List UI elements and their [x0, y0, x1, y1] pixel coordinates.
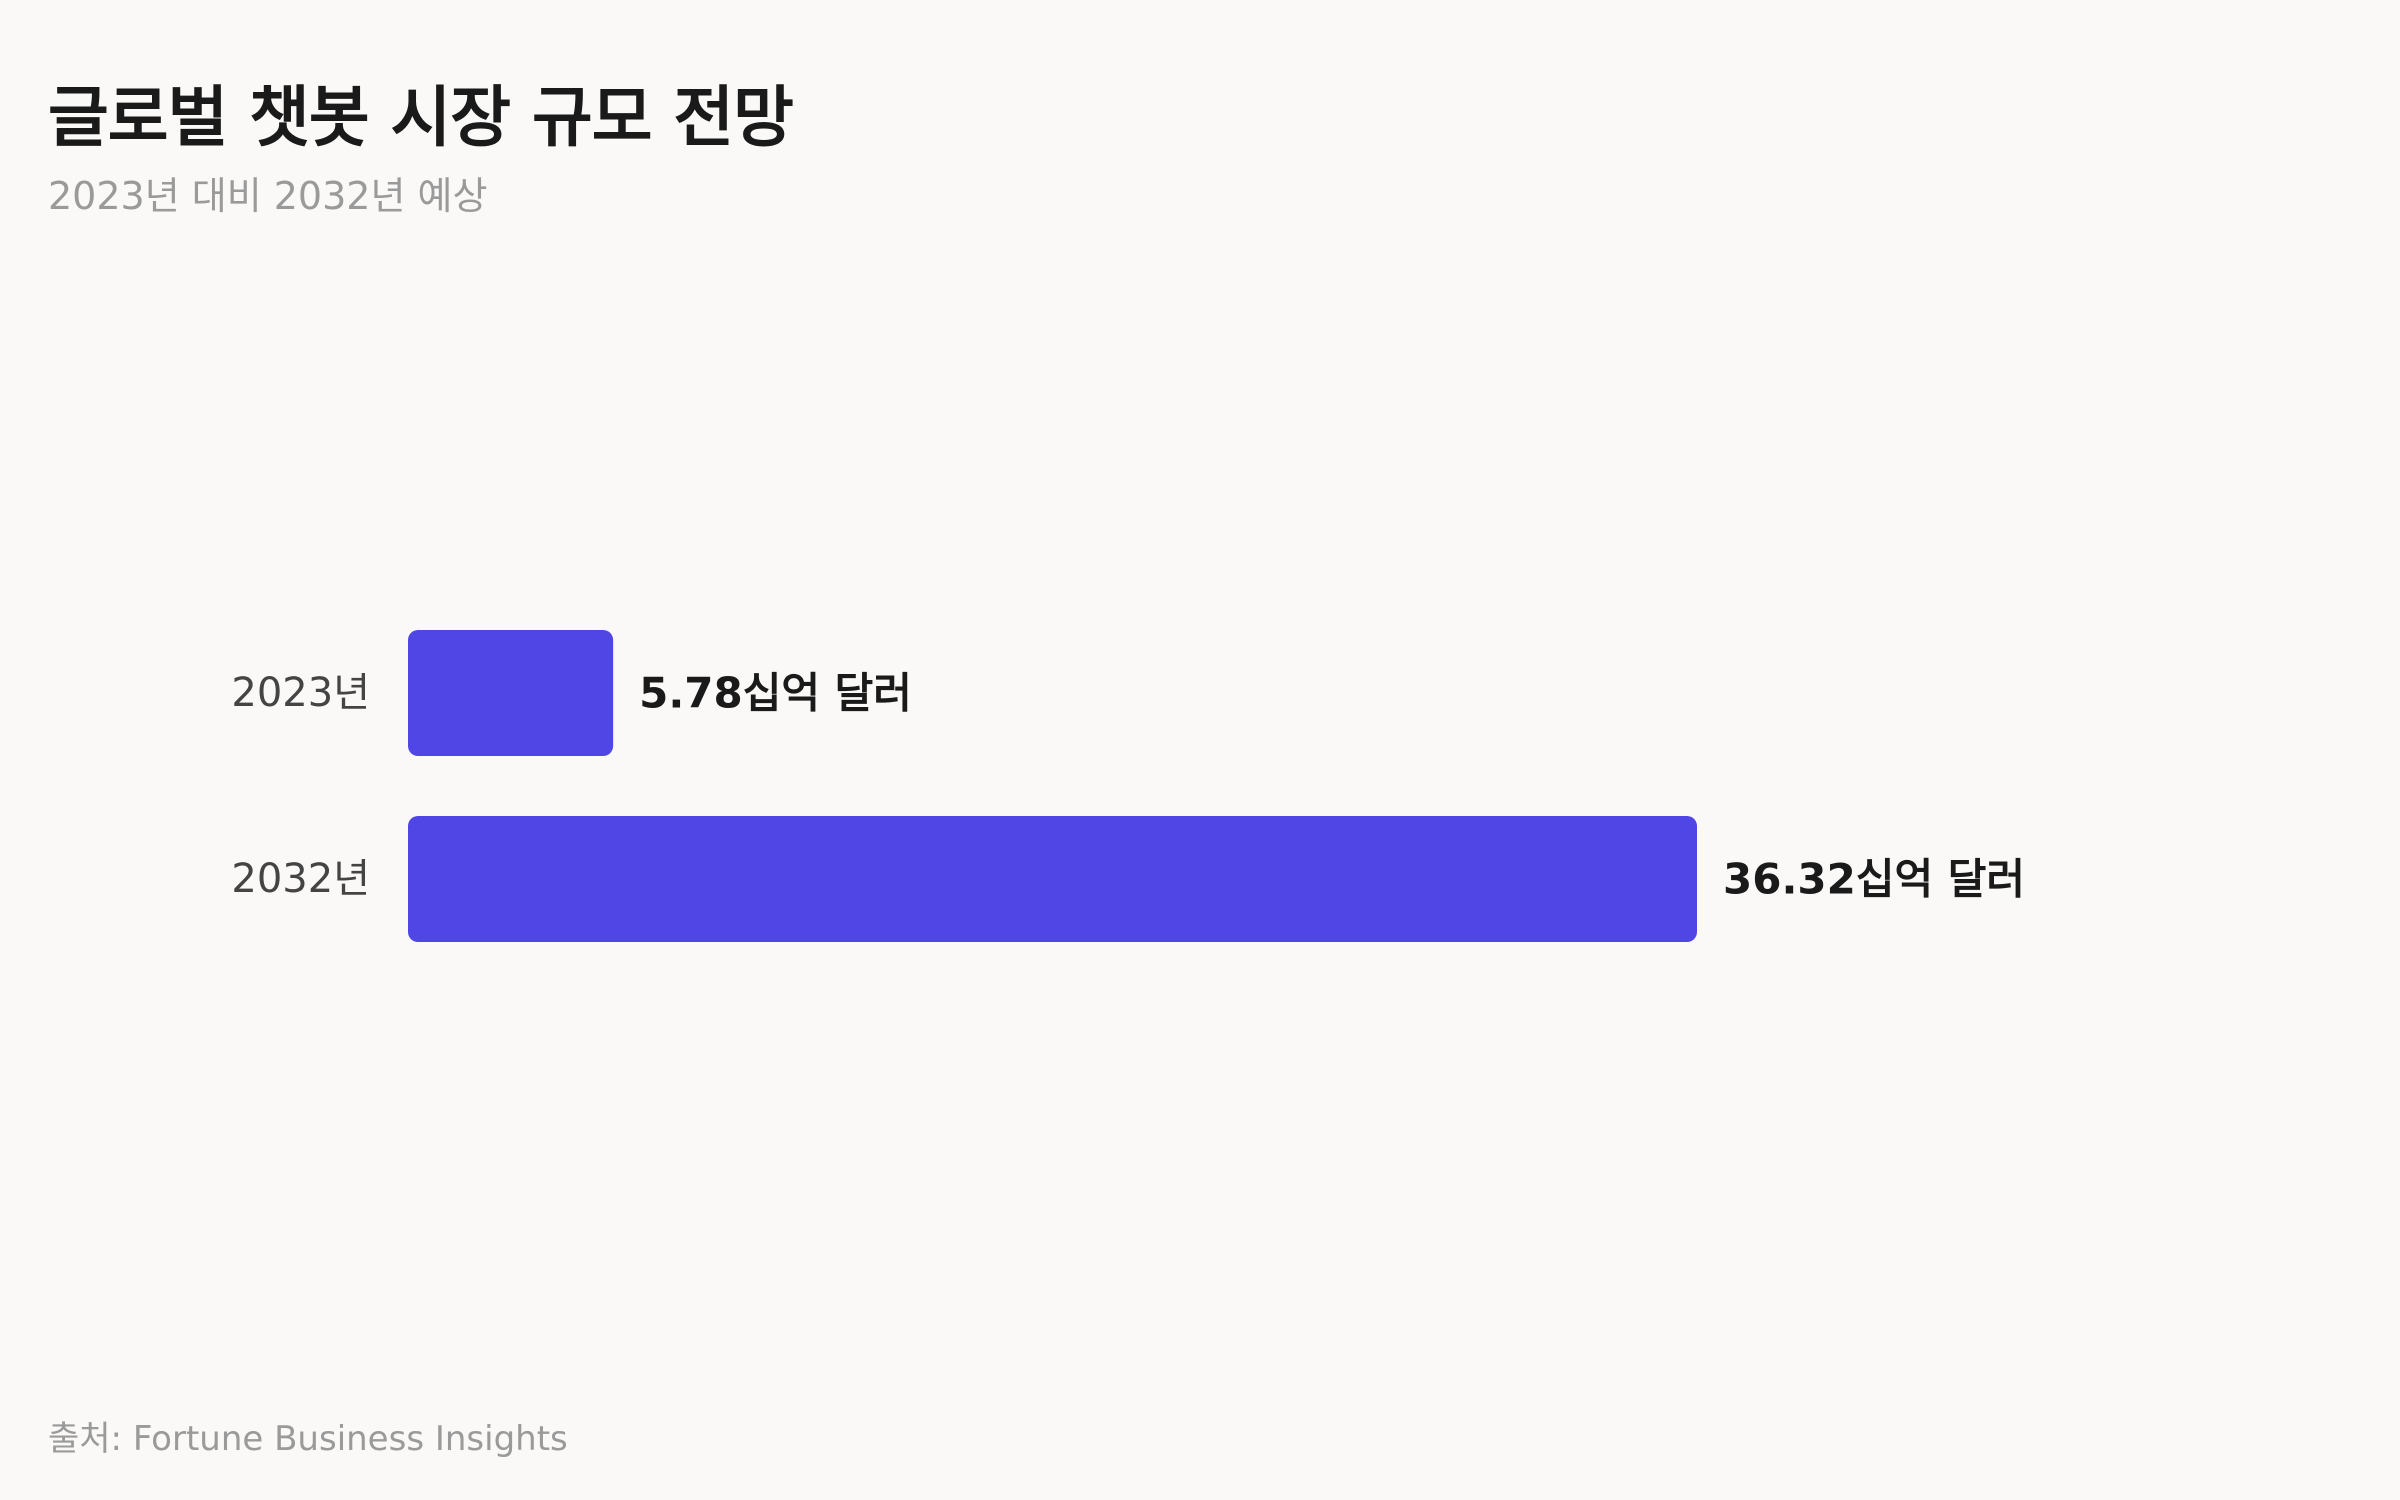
- bar: [408, 630, 614, 756]
- chart-title: 글로벌 챗봇 시장 규모 전망: [48, 79, 794, 156]
- source-note: 출처: Fortune Business Insights: [48, 1419, 568, 1459]
- bar: [408, 816, 1697, 942]
- value-label: 36.32십억 달러: [1723, 855, 2025, 904]
- chart-subtitle: 2023년 대비 2032년 예상: [48, 174, 488, 218]
- category-label: 2023년: [231, 670, 370, 716]
- value-label: 5.78십억 달러: [639, 669, 912, 718]
- category-label: 2032년: [231, 856, 370, 902]
